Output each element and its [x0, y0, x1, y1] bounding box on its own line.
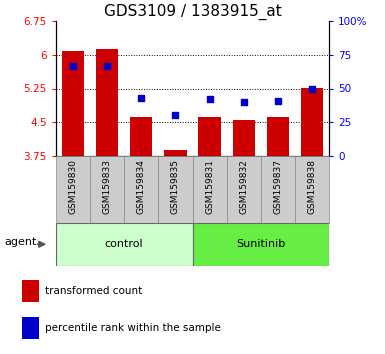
Bar	[267, 117, 289, 156]
Text: transformed count: transformed count	[45, 286, 142, 296]
Text: GSM159835: GSM159835	[171, 159, 180, 214]
Text: control: control	[105, 239, 144, 249]
Bar	[192, 156, 227, 223]
Bar	[56, 223, 192, 266]
Bar	[96, 49, 118, 156]
Bar	[295, 156, 329, 223]
Point	[104, 63, 110, 68]
Text: GSM159834: GSM159834	[137, 159, 146, 214]
Bar	[130, 117, 152, 156]
Bar	[227, 156, 261, 223]
Point	[172, 113, 179, 118]
Text: GSM159830: GSM159830	[69, 159, 77, 214]
Bar	[192, 223, 329, 266]
Bar	[233, 120, 255, 156]
Point	[309, 86, 315, 91]
Point	[241, 99, 247, 105]
Bar	[90, 156, 124, 223]
Text: Sunitinib: Sunitinib	[236, 239, 285, 249]
Bar	[62, 51, 84, 156]
Title: GDS3109 / 1383915_at: GDS3109 / 1383915_at	[104, 4, 281, 20]
Text: GSM159832: GSM159832	[239, 159, 248, 214]
Text: GSM159833: GSM159833	[102, 159, 112, 214]
Text: GSM159838: GSM159838	[308, 159, 316, 214]
Point	[275, 98, 281, 103]
Bar	[261, 156, 295, 223]
Bar	[164, 150, 186, 156]
Bar	[158, 156, 192, 223]
Text: percentile rank within the sample: percentile rank within the sample	[45, 323, 221, 333]
Bar	[124, 156, 158, 223]
Point	[70, 63, 76, 68]
Bar	[301, 87, 323, 156]
Text: GSM159831: GSM159831	[205, 159, 214, 214]
Bar	[22, 280, 39, 302]
Text: GSM159837: GSM159837	[273, 159, 283, 214]
Point	[138, 95, 144, 101]
Bar	[199, 117, 221, 156]
Bar	[22, 317, 39, 339]
Text: agent: agent	[5, 237, 37, 247]
Point	[206, 96, 213, 102]
Bar	[56, 156, 90, 223]
